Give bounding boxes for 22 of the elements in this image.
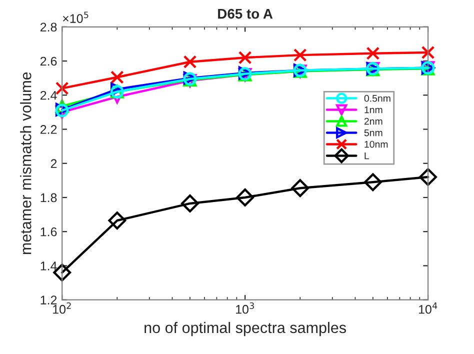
x-tick-label: 10$^{3}$: [236, 302, 254, 314]
text: ×10$^{5}$: [62, 12, 88, 23]
legend-label: L: [364, 152, 370, 160]
legend-label: 5nm: [364, 129, 382, 136]
y-tick-label: 2: [50, 159, 57, 168]
x-tick-label: 10$^{2}$: [53, 302, 71, 314]
legend-label: 10nm: [364, 140, 388, 148]
y-tick-label: 2.6: [40, 56, 57, 66]
chart-title: D65 to A: [218, 8, 273, 19]
y-tick-label: 1.4: [40, 262, 57, 270]
y-tick-label: 1.2: [40, 296, 57, 304]
x-tick-label: 10$^{4}$: [418, 302, 438, 314]
legend-label: 0.5nm: [364, 94, 390, 102]
y-tick-label: 1.8: [40, 193, 57, 202]
legend-label: 1nm: [364, 106, 382, 114]
y-tick-label: 2.4: [40, 90, 57, 100]
y-tick-label: 2.8: [40, 22, 57, 32]
x-axis-title: no of optimal spectra samples: [144, 322, 346, 336]
y-axis-title: metamer mismatch volume: [20, 72, 32, 254]
legend-label: 2nm: [364, 118, 382, 125]
y-tick-label: 1.6: [40, 227, 57, 236]
y-tick-label: 2.2: [40, 125, 57, 134]
